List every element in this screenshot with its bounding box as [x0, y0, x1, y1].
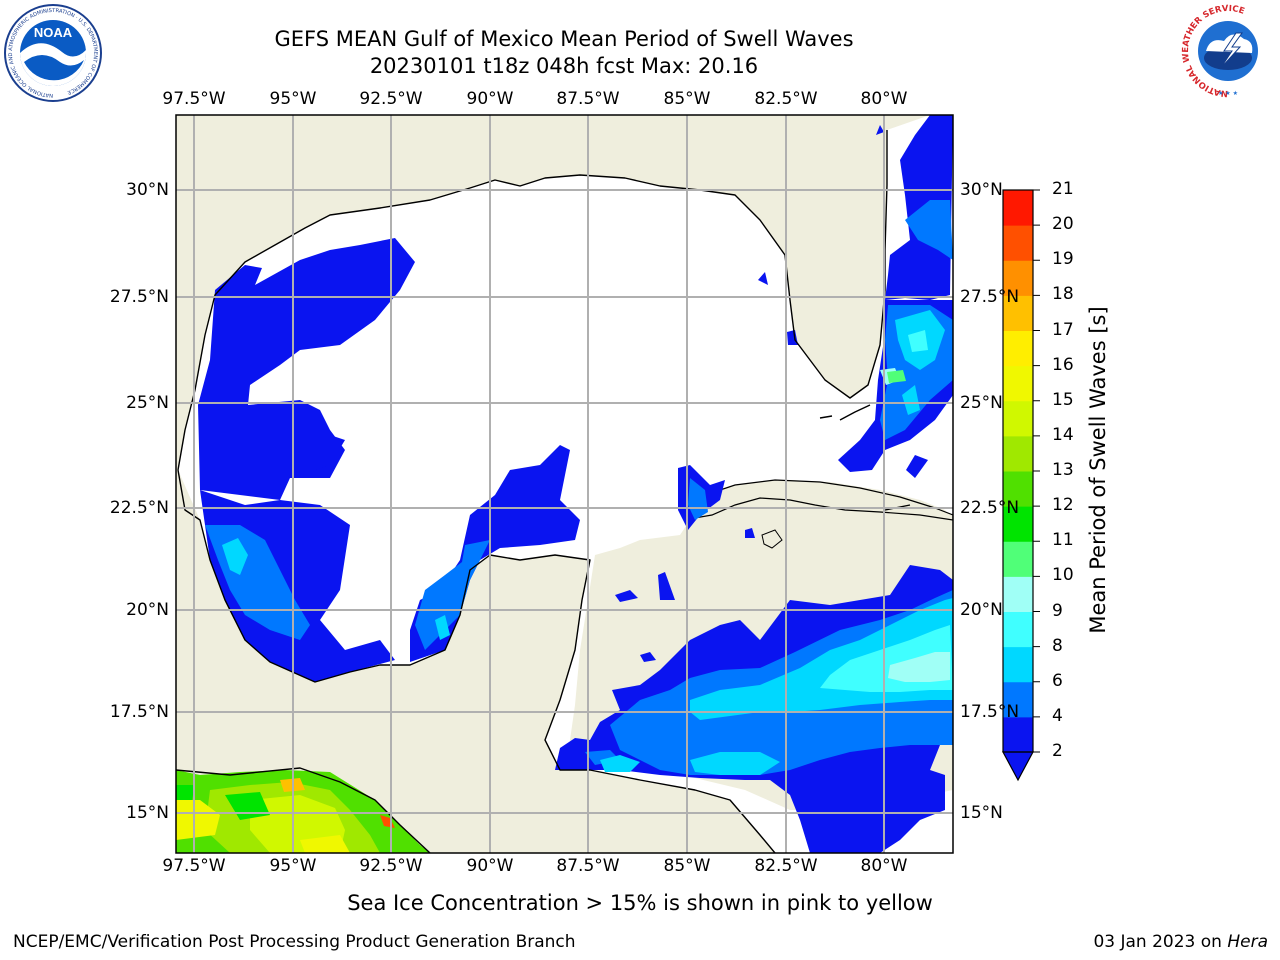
colorbar-segment	[1003, 295, 1033, 331]
lat-label-right: 22.5°N	[960, 498, 1020, 518]
lon-label-top: 92.5°W	[359, 89, 423, 109]
lat-label-right: 27.5°N	[960, 287, 1020, 307]
colorbar-tick-label: 10	[1052, 565, 1074, 586]
colorbar-tick-label: 9	[1052, 600, 1063, 621]
lon-label-top: 97.5°W	[162, 89, 226, 109]
colorbar-segment	[1003, 471, 1033, 507]
lon-label-bottom: 82.5°W	[754, 856, 818, 876]
lon-label-top: 90°W	[466, 89, 514, 109]
lat-label-left: 25°N	[126, 393, 169, 413]
lon-label-bottom: 92.5°W	[359, 856, 423, 876]
lon-label-top: 95°W	[269, 89, 317, 109]
colorbar-segment	[1003, 646, 1033, 683]
lon-label-top: 80°W	[860, 89, 908, 109]
swell-period-fill	[198, 115, 953, 853]
lat-label-left: 15°N	[126, 803, 169, 823]
lat-label-left: 30°N	[126, 180, 169, 200]
title-line-1: GEFS MEAN Gulf of Mexico Mean Period of …	[274, 27, 854, 51]
svg-text:★ ★ ★: ★ ★ ★	[1218, 90, 1238, 97]
lat-label-right: 20°N	[960, 600, 1003, 620]
colorbar-extend-arrow	[1001, 751, 1035, 782]
colorbar-tick-label: 21	[1052, 179, 1074, 199]
grid-lines	[176, 115, 953, 853]
lat-label-right: 30°N	[960, 180, 1003, 200]
colorbar-segment	[1003, 435, 1033, 472]
colorbar-segment	[1003, 716, 1033, 753]
lon-label-top: 82.5°W	[754, 89, 818, 109]
colorbar-tick-label: 13	[1052, 460, 1074, 480]
noaa-logo-text: NOAA	[34, 25, 73, 40]
credit-organization: NCEP/EMC/Verification Post Processing Pr…	[13, 932, 576, 952]
colorbar-segment	[1003, 330, 1033, 367]
title-line-2: 20230101 t18z 048h fcst Max: 20.16	[369, 54, 759, 78]
colorbar-segment	[1003, 260, 1033, 296]
lon-label-top: 87.5°W	[556, 89, 620, 109]
colorbar-segment	[1003, 541, 1033, 577]
colorbar-tick-label: 19	[1052, 249, 1074, 270]
colorbar-tick-label: 11	[1052, 530, 1074, 551]
lat-label-left: 20°N	[126, 600, 169, 620]
colorbar-segment	[1003, 400, 1033, 437]
colorbar-segment	[1003, 365, 1033, 402]
lon-label-top: 85°W	[663, 89, 711, 109]
sea-ice-caption: Sea Ice Concentration > 15% is shown in …	[347, 891, 933, 915]
colorbar-segment	[1003, 681, 1033, 718]
lat-label-left: 17.5°N	[109, 702, 169, 722]
lat-label-left: 22.5°N	[109, 498, 169, 518]
lon-label-bottom: 90°W	[466, 856, 514, 876]
lon-label-bottom: 80°W	[860, 856, 908, 876]
credit-machine: Hera	[1227, 932, 1268, 952]
colorbar-tick-label: 15	[1052, 389, 1074, 410]
colorbar-tick-label: 12	[1052, 495, 1074, 516]
credit-date: 03 Jan 2023 on Hera	[1093, 932, 1268, 952]
credit-date-text: 03 Jan 2023 on	[1093, 932, 1228, 952]
colorbar-segment	[1003, 576, 1033, 612]
map-frame	[175, 114, 954, 854]
colorbar-tick-label: 4	[1052, 705, 1063, 726]
lat-label-left: 27.5°N	[109, 287, 169, 307]
colorbar-segment	[1003, 611, 1033, 648]
colorbar-tick-label: 17	[1052, 319, 1074, 340]
colorbar-tick-label: 20	[1052, 214, 1074, 235]
colorbar-tick-label: 6	[1052, 670, 1063, 691]
nws-logo: NATIONAL WEATHER SERVICE ★ ★ ★	[1181, 4, 1274, 98]
noaa-logo: NATIONAL OCEANIC AND ATMOSPHERIC ADMINIS…	[4, 4, 102, 102]
lon-label-bottom: 85°W	[663, 856, 711, 876]
colorbar-segment	[1003, 190, 1033, 226]
isle-of-youth	[761, 529, 783, 549]
lon-label-bottom: 97.5°W	[162, 856, 226, 876]
lon-label-bottom: 87.5°W	[556, 856, 620, 876]
colorbar-tick-label: 18	[1052, 284, 1074, 305]
colorbar-tick-label: 8	[1052, 635, 1063, 656]
colorbar-segment	[1003, 225, 1033, 261]
lat-label-right: 25°N	[960, 393, 1003, 413]
colorbar	[1001, 189, 1040, 782]
colorbar-label: Mean Period of Swell Waves [s]	[1086, 306, 1110, 634]
colorbar-tick-label: 14	[1052, 424, 1074, 445]
colorbar-tick-label: 2	[1052, 741, 1063, 761]
lon-label-bottom: 95°W	[269, 856, 317, 876]
colorbar-segment	[1003, 506, 1033, 542]
lat-label-right: 17.5°N	[960, 702, 1020, 722]
colorbar-tick-label: 16	[1052, 354, 1074, 375]
lat-label-right: 15°N	[960, 803, 1003, 823]
